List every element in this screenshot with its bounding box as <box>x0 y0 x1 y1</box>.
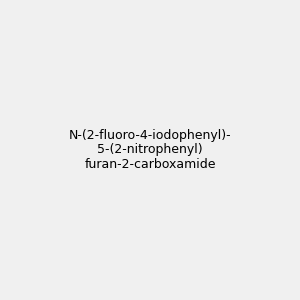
Text: N-(2-fluoro-4-iodophenyl)-
5-(2-nitrophenyl)
furan-2-carboxamide: N-(2-fluoro-4-iodophenyl)- 5-(2-nitrophe… <box>69 128 231 172</box>
